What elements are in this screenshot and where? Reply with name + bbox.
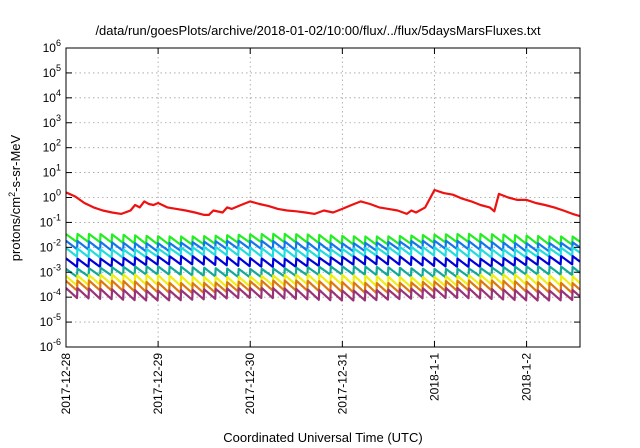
y-tick-label: 106: [43, 38, 61, 55]
y-tick-label-base: 10: [40, 340, 54, 354]
x-tick-label: 2017-12-29: [151, 353, 165, 415]
y-axis-label-prefix: protons/cm: [8, 197, 23, 261]
y-tick-label: 100: [43, 188, 61, 205]
plot-area: [66, 188, 580, 302]
series-group: [66, 188, 580, 302]
y-tick-label: 103: [43, 113, 61, 130]
series-line-1: [66, 188, 580, 218]
y-tick-label-exponent: -3: [53, 262, 61, 272]
x-tick-label: 2017-12-31: [335, 353, 349, 415]
y-tick-label-exponent: 6: [56, 38, 61, 48]
y-axis-label-suffix: -s-sr-MeV: [8, 134, 23, 191]
series-line-2: [66, 232, 580, 246]
y-tick-label-base: 10: [43, 66, 57, 80]
x-tick-label: 2018-1-2: [520, 353, 534, 401]
y-tick-label-base: 10: [40, 265, 54, 279]
y-tick-label-base: 10: [40, 315, 54, 329]
y-tick-label: 10-5: [40, 312, 61, 329]
y-tick-label-exponent: -6: [53, 337, 61, 347]
y-tick-label-exponent: -1: [53, 212, 61, 222]
y-tick-label: 104: [43, 88, 61, 105]
y-tick-label-base: 10: [43, 116, 57, 130]
y-tick-label-base: 10: [43, 141, 57, 155]
y-tick-label: 10-1: [40, 212, 61, 229]
y-tick-label-base: 10: [43, 41, 57, 55]
y-tick-label-base: 10: [43, 91, 57, 105]
y-axis-label-sup: 2: [7, 192, 17, 197]
y-tick-label: 10-6: [40, 337, 61, 354]
series-line-4: [66, 245, 580, 259]
x-tick-label: 2017-12-30: [243, 353, 257, 415]
series-line-3: [66, 239, 580, 253]
y-tick-label-exponent: 2: [56, 138, 61, 148]
series-line-9: [66, 286, 580, 302]
y-tick-label: 102: [43, 138, 61, 155]
chart-title: /data/run/goesPlots/archive/2018-01-02/1…: [95, 23, 541, 38]
y-tick-label-exponent: 3: [56, 113, 61, 123]
y-tick-label-base: 10: [40, 290, 54, 304]
x-axis-label: Coordinated Universal Time (UTC): [223, 430, 422, 445]
x-tick-label: 2017-12-28: [59, 353, 73, 415]
y-tick-label: 10-2: [40, 237, 61, 254]
x-axis-tick-labels: 2017-12-28 2017-12-29 2017-12-30 2017-12-31…: [59, 353, 534, 415]
y-tick-label-exponent: 0: [56, 188, 61, 198]
y-tick-label: 101: [43, 163, 61, 180]
series-line-8: [66, 279, 580, 295]
y-tick-label-base: 10: [40, 240, 54, 254]
series-line-6: [66, 265, 580, 279]
y-tick-label-exponent: -5: [53, 312, 61, 322]
x-tick-label: 2018-1-1: [427, 353, 441, 401]
y-tick-label-exponent: 5: [56, 63, 61, 73]
y-tick-label-exponent: 1: [56, 163, 61, 173]
y-axis-label: protons/cm2-s-sr-MeV: [7, 134, 23, 261]
y-axis-tick-labels: 10610510410310210110010-110-210-310-410-…: [40, 38, 61, 354]
y-tick-label-exponent: -2: [53, 237, 61, 247]
y-tick-label-base: 10: [43, 166, 57, 180]
y-tick-label-exponent: 4: [56, 88, 61, 98]
y-tick-label-exponent: -4: [53, 287, 61, 297]
grid: [66, 48, 580, 347]
y-tick-label: 10-3: [40, 262, 61, 279]
y-tick-label: 105: [43, 63, 61, 80]
y-tick-label-base: 10: [43, 191, 57, 205]
series-line-7: [66, 273, 580, 289]
axis-ticks: [65, 47, 580, 348]
y-tick-label-base: 10: [40, 215, 54, 229]
series-line-5: [66, 255, 580, 268]
y-tick-label: 10-4: [40, 287, 61, 304]
